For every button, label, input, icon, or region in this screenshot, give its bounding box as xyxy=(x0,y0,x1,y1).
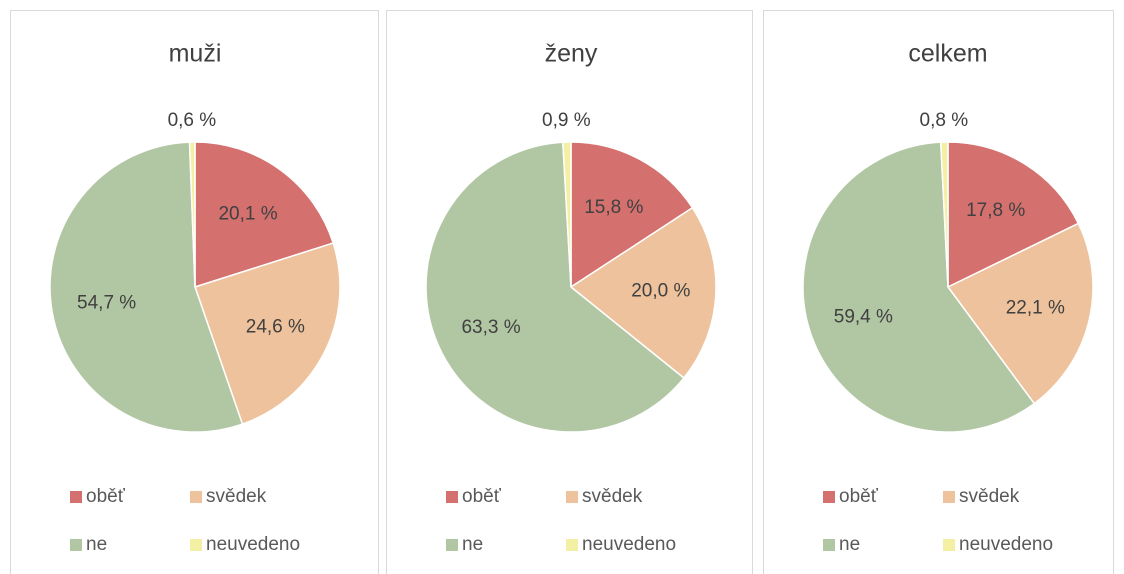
data-label: 0,8 % xyxy=(920,110,969,131)
data-label: 59,4 % xyxy=(834,306,893,327)
legend-swatch xyxy=(566,539,578,551)
data-label: 54,7 % xyxy=(77,293,136,314)
chart-title: ženy xyxy=(545,40,598,68)
legend-label: neuvedeno xyxy=(959,534,1053,555)
legend-label: oběť xyxy=(462,486,502,507)
legend-swatch xyxy=(566,491,578,503)
pie-slice xyxy=(49,141,244,433)
panel xyxy=(10,10,379,574)
legend-label: oběť xyxy=(86,486,126,507)
data-label: 20,1 % xyxy=(218,203,277,224)
pie-slice xyxy=(194,242,341,425)
pie-slice xyxy=(570,141,694,289)
legend-label: neuvedeno xyxy=(582,534,676,555)
legend-swatch xyxy=(446,539,458,551)
panel xyxy=(763,10,1114,574)
pie-slice xyxy=(425,141,685,433)
data-label: 24,6 % xyxy=(246,316,305,337)
legend-swatch xyxy=(190,539,202,551)
legend-label: neuvedeno xyxy=(206,534,300,555)
data-label: 63,3 % xyxy=(461,317,520,338)
pie-slice xyxy=(194,141,335,289)
chart-title: muži xyxy=(169,40,222,68)
pie-slice xyxy=(562,141,572,288)
legend-label: ne xyxy=(839,534,860,555)
data-label: 17,8 % xyxy=(966,200,1025,221)
legend-label: svědek xyxy=(206,486,267,507)
legend-swatch xyxy=(446,491,458,503)
pie-slice xyxy=(802,141,1036,433)
legend-swatch xyxy=(823,491,835,503)
legend-swatch xyxy=(943,539,955,551)
pie-slice xyxy=(569,206,717,380)
data-label: 15,8 % xyxy=(584,197,643,218)
pie-slice xyxy=(947,141,1080,289)
legend-label: ne xyxy=(462,534,483,555)
data-label: 20,0 % xyxy=(631,281,690,302)
legend-swatch xyxy=(943,491,955,503)
pie-slice xyxy=(188,141,196,288)
legend-swatch xyxy=(70,539,82,551)
legend-swatch xyxy=(70,491,82,503)
pie-slice xyxy=(939,141,949,288)
pie-slice xyxy=(946,222,1094,405)
data-label: 22,1 % xyxy=(1006,297,1065,318)
legend-label: ne xyxy=(86,534,107,555)
legend-label: oběť xyxy=(839,486,879,507)
chart-title: celkem xyxy=(908,40,987,68)
legend-swatch xyxy=(823,539,835,551)
panel xyxy=(386,10,753,574)
legend-swatch xyxy=(190,491,202,503)
data-label: 0,9 % xyxy=(542,110,591,131)
data-label: 0,6 % xyxy=(168,110,217,131)
legend-label: svědek xyxy=(959,486,1020,507)
legend-label: svědek xyxy=(582,486,643,507)
